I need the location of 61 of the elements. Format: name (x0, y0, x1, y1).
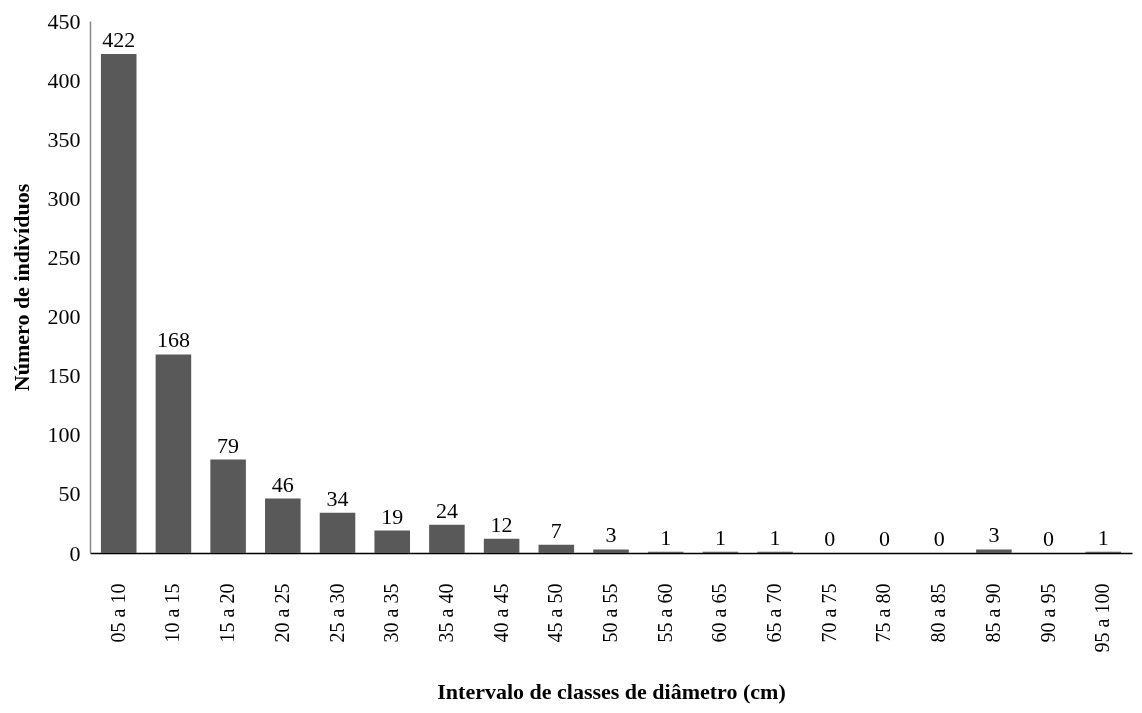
x-tick-label: 70 a 75 (817, 583, 840, 643)
y-tick-label: 50 (58, 481, 81, 507)
data-label: 3 (988, 522, 1000, 548)
bar (538, 544, 575, 553)
data-label: 12 (490, 511, 513, 537)
x-tick-label: 50 a 55 (599, 583, 621, 643)
x-tick-label: 35 a 40 (434, 583, 457, 643)
bar (265, 498, 301, 553)
data-label: 422 (102, 27, 136, 53)
data-label: 1 (1097, 524, 1109, 550)
data-label: 46 (271, 471, 294, 497)
x-tick-label: 80 a 85 (927, 583, 950, 643)
data-label: 79 (217, 432, 240, 458)
bar (374, 530, 410, 553)
x-tick-label: 30 a 35 (380, 583, 403, 643)
data-label: 24 (435, 497, 458, 523)
data-label: 0 (1043, 526, 1055, 551)
data-label: 3 (605, 522, 617, 548)
y-tick-label: 150 (47, 363, 81, 389)
data-label: 1 (769, 524, 781, 550)
bar (483, 538, 520, 553)
y-tick-label: 0 (69, 540, 81, 566)
y-tick-label: 400 (47, 67, 81, 93)
bar (100, 54, 137, 553)
x-tick-label: 60 a 65 (708, 583, 731, 643)
x-tick-label: 45 a 50 (544, 583, 567, 643)
x-tick-label: 15 a 20 (216, 583, 239, 643)
data-label: 1 (660, 524, 672, 550)
data-label: 19 (381, 503, 404, 529)
y-tick-label: 100 (47, 422, 81, 448)
x-tick-label: 75 a 80 (872, 583, 895, 643)
data-label: 0 (933, 526, 945, 551)
bar (429, 524, 465, 553)
bar (155, 354, 192, 553)
x-tick-label: 40 a 45 (489, 583, 512, 643)
y-tick-label: 350 (47, 126, 81, 152)
data-label: 0 (878, 526, 890, 551)
data-label: 168 (156, 327, 190, 353)
x-tick-label: 05 a 10 (106, 583, 129, 643)
data-label: 1 (714, 524, 726, 550)
bar (319, 512, 356, 553)
x-axis-title: Intervalo de classes de diâmetro (cm) (437, 679, 786, 705)
data-label: 7 (550, 517, 562, 543)
x-tick-label: 85 a 90 (981, 583, 1004, 643)
x-tick-label: 10 a 15 (161, 583, 184, 643)
x-tick-label: 25 a 30 (325, 583, 348, 643)
data-label: 0 (824, 526, 836, 551)
bar (593, 549, 629, 553)
data-label: 34 (326, 485, 349, 511)
y-tick-label: 200 (47, 304, 81, 330)
bar (976, 549, 1012, 553)
y-axis-title: Número de indivíduos (8, 183, 34, 392)
y-tick-label: 250 (47, 244, 81, 270)
x-tick-label: 65 a 70 (763, 583, 786, 643)
x-tick-label: 20 a 25 (270, 583, 293, 643)
y-tick-label: 300 (47, 185, 81, 211)
x-tick-label: 90 a 95 (1036, 583, 1059, 643)
x-tick-label: 95 a 100 (1091, 583, 1114, 653)
y-tick-label: 450 (47, 8, 81, 34)
x-tick-label: 55 a 60 (653, 583, 676, 643)
bar (210, 459, 246, 553)
